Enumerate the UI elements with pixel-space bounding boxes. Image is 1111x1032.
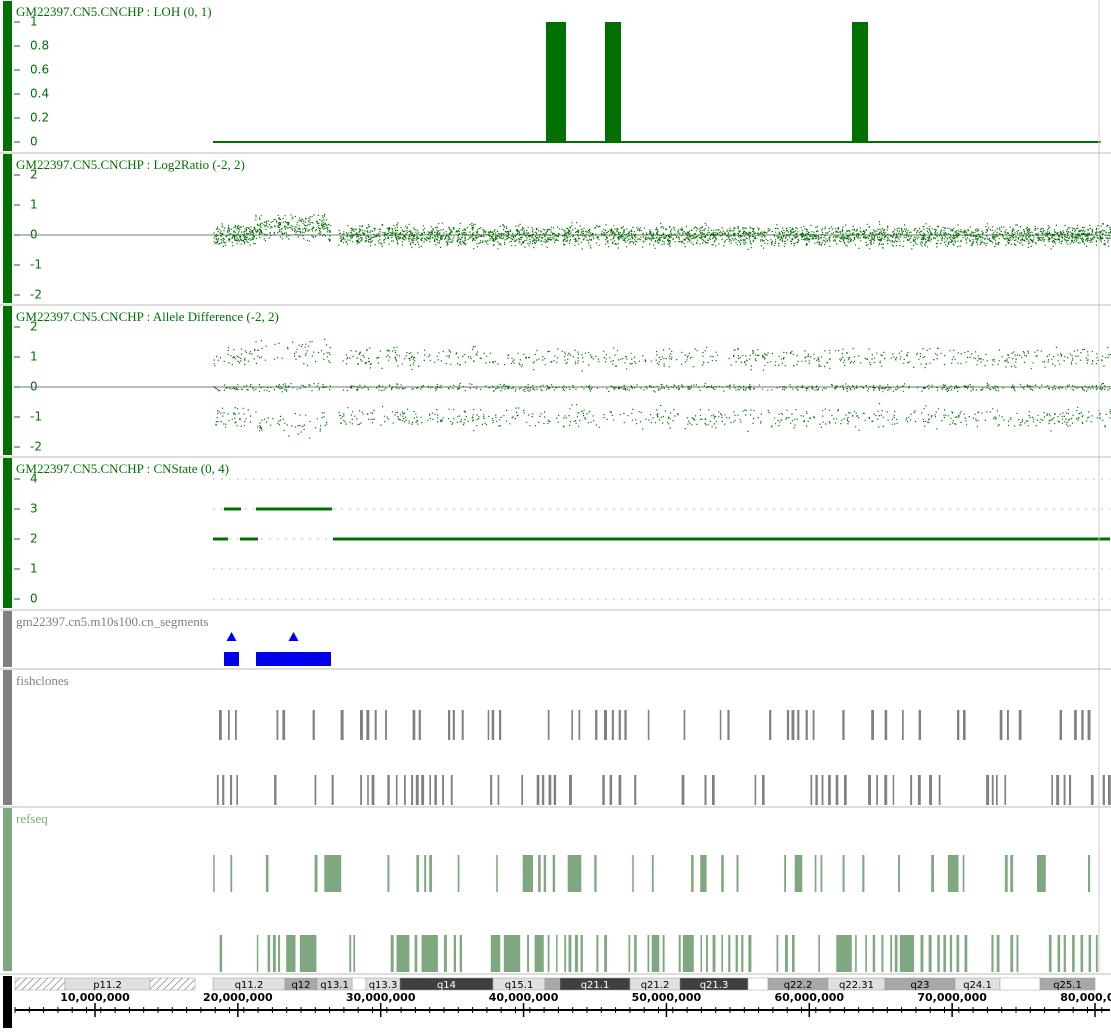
y-tick-label: 4 [30, 472, 38, 486]
track-handle [3, 808, 12, 971]
ruler-label: 60,000,000 [774, 991, 844, 1004]
track-title: GM22397.CN5.CNCHP : LOH (0, 1) [16, 4, 212, 19]
track-title: GM22397.CN5.CNCHP : Log2Ratio (-2, 2) [16, 157, 245, 172]
cytoband-label: q24.1 [963, 980, 992, 991]
y-tick-label: 3 [30, 502, 38, 516]
cytoband-label: q15.1 [505, 980, 534, 991]
ruler-label: 10,000,000 [60, 991, 130, 1004]
segment-marker [288, 632, 299, 641]
y-tick-label: -2 [30, 440, 42, 454]
track-handle [3, 154, 12, 303]
y-tick-label: 0.6 [30, 63, 49, 77]
ideogram-handle [3, 976, 12, 1028]
y-tick-label: 1 [30, 562, 38, 576]
y-tick-label: 2 [30, 168, 38, 182]
cn-segment [256, 652, 331, 666]
cytoband-label: q23 [910, 980, 929, 991]
y-tick-label: -1 [30, 410, 42, 424]
y-tick-label: -1 [30, 258, 42, 272]
loh-bar [546, 22, 566, 143]
cytoband [1039, 977, 1096, 991]
loh-bar [621, 141, 852, 143]
cytoband [544, 977, 561, 991]
cytoband-label: q21.1 [581, 980, 610, 991]
track-title: GM22397.CN5.CNCHP : Allele Difference (-… [16, 309, 279, 324]
cytoband-label: q22.2 [784, 980, 813, 991]
ruler-label: 20,000,000 [203, 991, 273, 1004]
cytoband [999, 977, 1041, 991]
cytoband [14, 977, 66, 991]
y-tick-label: 1 [30, 350, 38, 364]
loh-bar [566, 141, 605, 143]
loh-bar [852, 22, 868, 143]
cytoband-label: q21.2 [641, 980, 670, 991]
y-tick-label: 0 [30, 135, 38, 149]
cytoband-label: p11.2 [93, 980, 122, 991]
feature-row [219, 935, 1098, 972]
ruler-label: 40,000,000 [489, 991, 559, 1004]
point-cloud [213, 213, 1111, 250]
track-handle [3, 306, 12, 455]
y-tick-label: 1 [30, 198, 38, 212]
y-tick-label: 0.4 [30, 87, 49, 101]
cytoband-label: q21.3 [700, 980, 729, 991]
cytoband-label: q22.31 [839, 980, 874, 991]
ruler-label: 80,000,000 [1060, 991, 1111, 1004]
y-tick-label: -2 [30, 288, 42, 302]
track-title: GM22397.CN5.CNCHP : CNState (0, 4) [16, 461, 229, 476]
track-handle [3, 458, 12, 608]
cytoband [149, 977, 196, 991]
loh-bar [605, 22, 621, 143]
cytoband-label: q12 [291, 980, 310, 991]
track-handle [3, 611, 12, 667]
cytoband-label: q11.2 [235, 980, 264, 991]
loh-bar [868, 141, 1101, 143]
cytoband-label: q13.1 [320, 980, 349, 991]
cytoband-label: q25.1 [1053, 980, 1082, 991]
cytoband [747, 977, 769, 991]
segment-marker [226, 632, 237, 641]
y-tick-label: 0 [30, 592, 38, 606]
track-handle [3, 670, 12, 805]
feature-row [219, 710, 1091, 740]
ruler-label: 30,000,000 [346, 991, 416, 1004]
cytoband-label: q14 [437, 980, 456, 991]
y-tick-label: 0.2 [30, 111, 49, 125]
track-title: gm22397.cn5.m10s100.cn_segments [16, 614, 208, 629]
cytoband-label: q13.3 [369, 980, 398, 991]
track-handle [3, 1, 12, 151]
y-tick-label: 2 [30, 320, 38, 334]
y-tick-label: 1 [30, 15, 38, 29]
ruler-label: 50,000,000 [632, 991, 702, 1004]
y-tick-label: 2 [30, 532, 38, 546]
cytoband [351, 977, 367, 991]
feature-row [213, 855, 1091, 892]
ruler-label: 70,000,000 [917, 991, 987, 1004]
track-title: fishclones [16, 673, 69, 688]
cn-segment [224, 652, 239, 666]
track-title: refseq [16, 811, 48, 826]
loh-bar [213, 141, 546, 143]
y-tick-label: 0.8 [30, 39, 49, 53]
